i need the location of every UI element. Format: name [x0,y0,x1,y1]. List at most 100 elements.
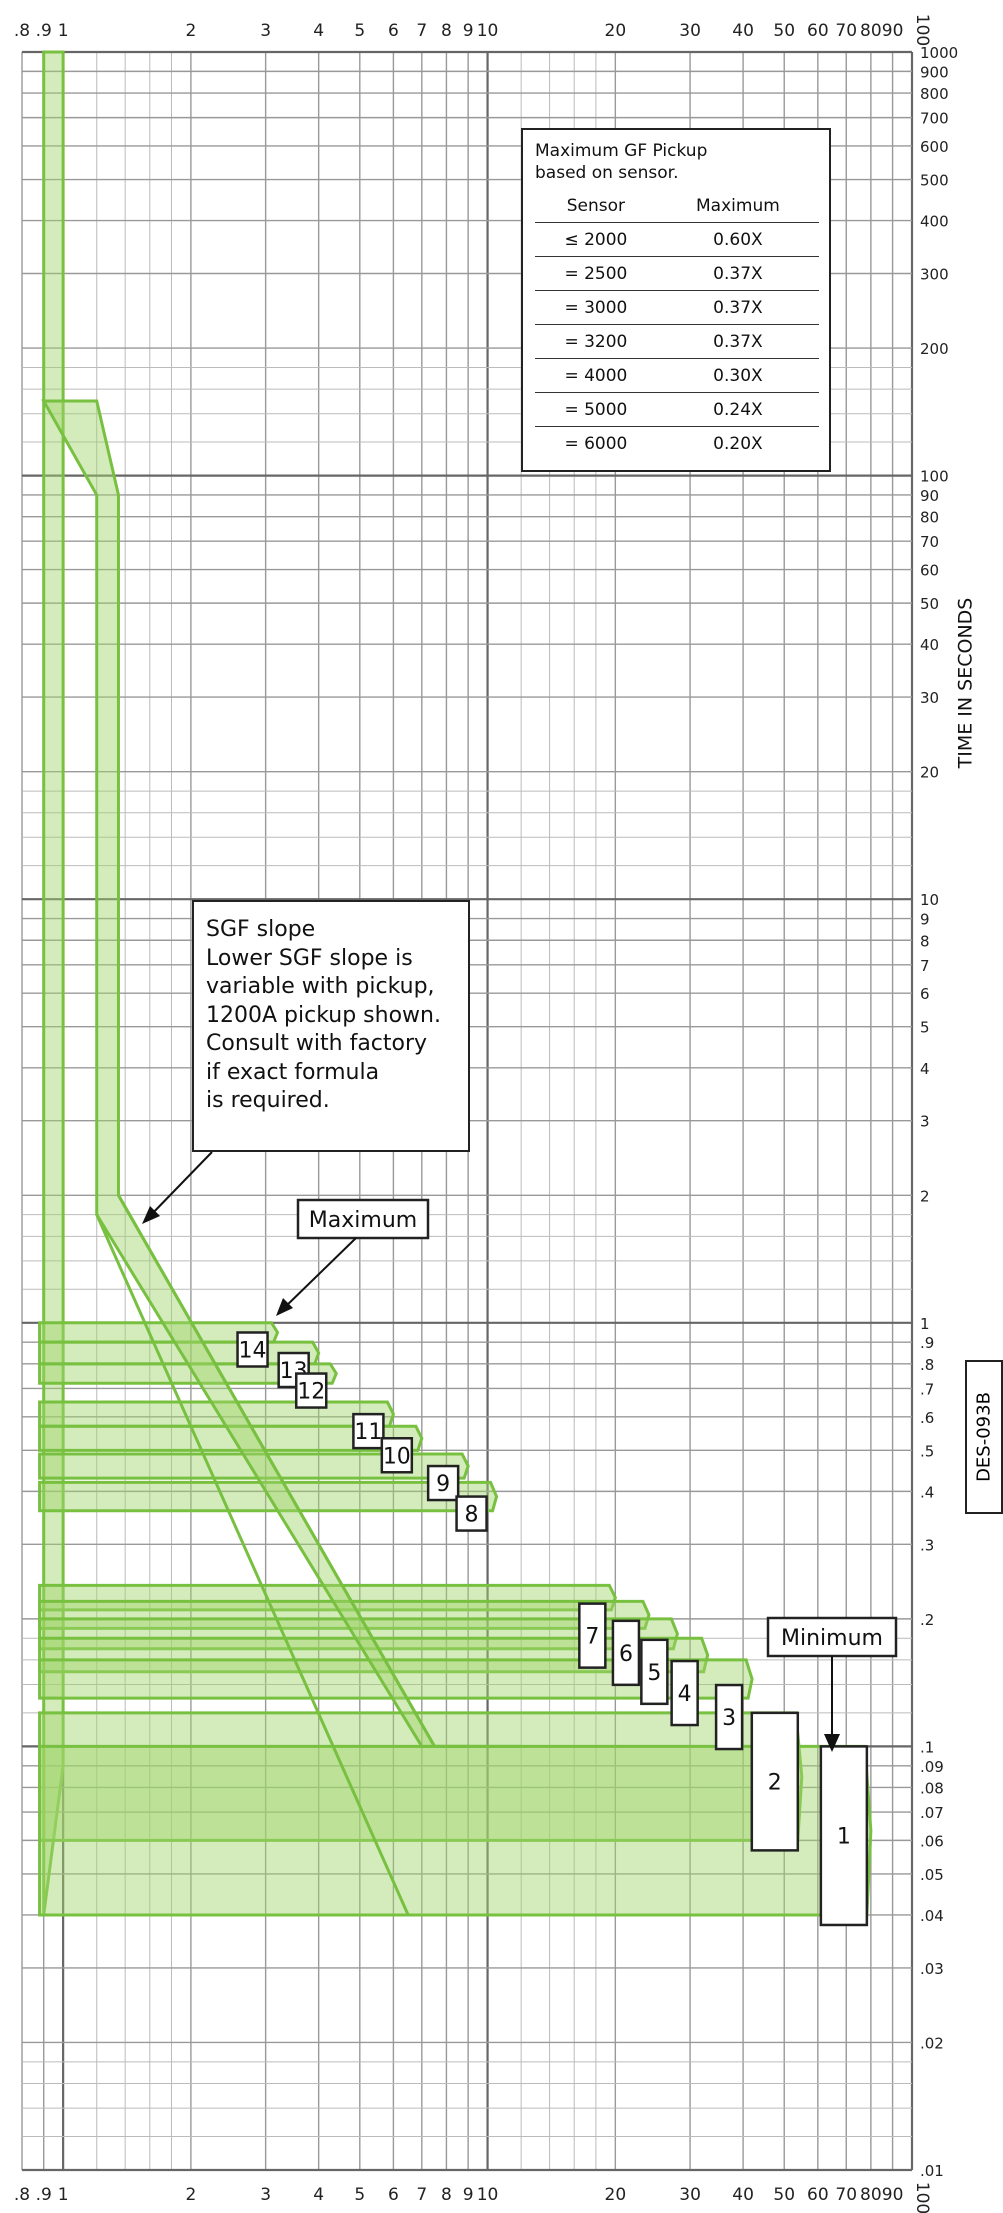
y-tick-label: 30 [920,689,939,707]
y-tick-label: 5 [920,1019,930,1037]
y-tick-label: 900 [920,63,949,81]
band-label-box [611,1619,641,1687]
x-tick-label: 8 [441,2185,452,2205]
cell-maximum: 0.30X [656,358,819,393]
note-line: SGF slope [206,917,316,942]
x-tick-label: 60 [807,21,829,41]
maximum-arrowhead [276,1298,293,1316]
table-row: ≤ 2000 0.60X [535,222,819,257]
y-tick-label: .6 [920,1409,934,1427]
band-label: 5 [647,1661,661,1686]
cell-sensor: = 6000 [564,433,628,454]
x-tick-label: 80 [860,2185,882,2205]
sgf-slope-lower [95,1214,488,1917]
y-tick-label: .3 [920,1536,934,1554]
y-tick-label: .7 [920,1380,934,1398]
band-label: 4 [678,1682,692,1707]
x-tick-label: 7 [416,21,427,41]
x-tick-label: 6 [388,2185,399,2205]
x-tick-label: 100 [912,14,932,46]
x-tick-label: 3 [260,21,271,41]
minimum-label: Minimum [781,1626,883,1651]
cell-maximum: 0.20X [713,433,763,454]
band-label: 14 [239,1338,267,1363]
x-tick-label: 4 [313,21,324,41]
y-tick-label: .2 [920,1611,934,1629]
x-tick-label: 6 [388,21,399,41]
x-tick-label: 40 [732,21,754,41]
x-tick-label: 70 [835,2185,857,2205]
annotations: Maximum Minimum [142,1151,898,1752]
table-row: = 5000 0.24X [535,392,819,427]
trip-bands [38,50,873,1917]
x-tick-labels-top: .8 .9 1 2 3 4 5 6 7 8 9 10 20 30 40 50 60 70 80 90 100 [14,14,932,46]
gf-pickup-table-box: Maximum GF Pickup based on sensor. Senso… [521,128,831,472]
slope-arrowhead [142,1206,160,1224]
band-label-box [670,1659,699,1727]
document-id-box: DES-093B [965,1360,1003,1514]
x-tick-label: 9 [463,21,474,41]
x-tick-label: 1 [58,2185,69,2205]
band-label: 11 [354,1420,382,1445]
x-tick-label: 50 [773,2185,795,2205]
cell-sensor: ≤ 2000 [535,222,657,257]
cell-sensor: = 3000 [535,290,657,325]
col-header-maximum: Maximum [656,192,819,223]
band-label-box [294,1372,328,1409]
x-tick-label: 1 [58,21,69,41]
cell-maximum: 0.37X [656,324,819,359]
band-label-box [426,1464,460,1502]
table-row: = 4000 0.30X [535,358,819,393]
y-tick-label: 50 [920,595,939,613]
trip-band [38,1321,280,1344]
sgf-slope-upper [117,1194,522,1748]
band-label: 1 [837,1825,851,1850]
y-tick-label: .02 [920,2034,944,2052]
band-label: 6 [619,1642,633,1667]
cell-maximum: 0.60X [656,222,819,257]
y-tick-label: .01 [920,2162,944,2180]
y-tick-label: 20 [920,764,939,782]
y-tick-label: .06 [920,1832,944,1850]
document-id: DES-093B [973,1392,995,1482]
x-tick-label: 100 [912,2182,932,2213]
gf-pickup-table: Sensor Maximum ≤ 2000 0.60X = 2500 0.37X =… [535,192,819,460]
sgf-slope-band [41,399,522,1917]
band-label: 8 [465,1503,479,1528]
x-tick-label: .8 [14,21,30,41]
band-label-box [352,1412,385,1450]
x-tick-label: 5 [354,2185,365,2205]
gf-table-title-2: based on sensor. [535,163,679,183]
band-label-box [714,1683,744,1751]
table-row: = 3200 0.37X [535,324,819,359]
cell-sensor: = 3200 [535,324,657,359]
x-tick-label: 7 [416,2185,427,2205]
x-tick-label: 4 [313,2185,324,2205]
y-tick-label: 1000 [920,44,958,62]
band-label: 12 [297,1380,325,1405]
band-label: 9 [436,1472,450,1497]
x-tick-label: 40 [732,2185,754,2205]
y-tick-label: 70 [920,533,939,551]
x-tick-label: 10 [477,21,499,41]
y-tick-label: .4 [920,1483,934,1501]
x-tick-label: 50 [773,21,795,41]
x-tick-label: 30 [679,2185,701,2205]
band-label-box [236,1331,269,1368]
cell-sensor: = 4000 [535,358,657,393]
y-tick-label: 800 [920,85,949,103]
gf-table-title-1: Maximum GF Pickup [535,141,708,161]
x-tick-label: 20 [605,21,627,41]
x-tick-label: .8 [14,2185,30,2205]
x-tick-label: 3 [260,2185,271,2205]
trip-band [38,1744,873,1917]
x-tick-label: 90 [882,2185,904,2205]
band-label: 7 [585,1625,599,1650]
y-tick-label: 9 [920,911,930,929]
band-label-box [455,1495,488,1532]
x-tick-label: 30 [679,21,701,41]
x-tick-label: 20 [605,2185,627,2205]
y-tick-label: .04 [920,1907,944,1925]
